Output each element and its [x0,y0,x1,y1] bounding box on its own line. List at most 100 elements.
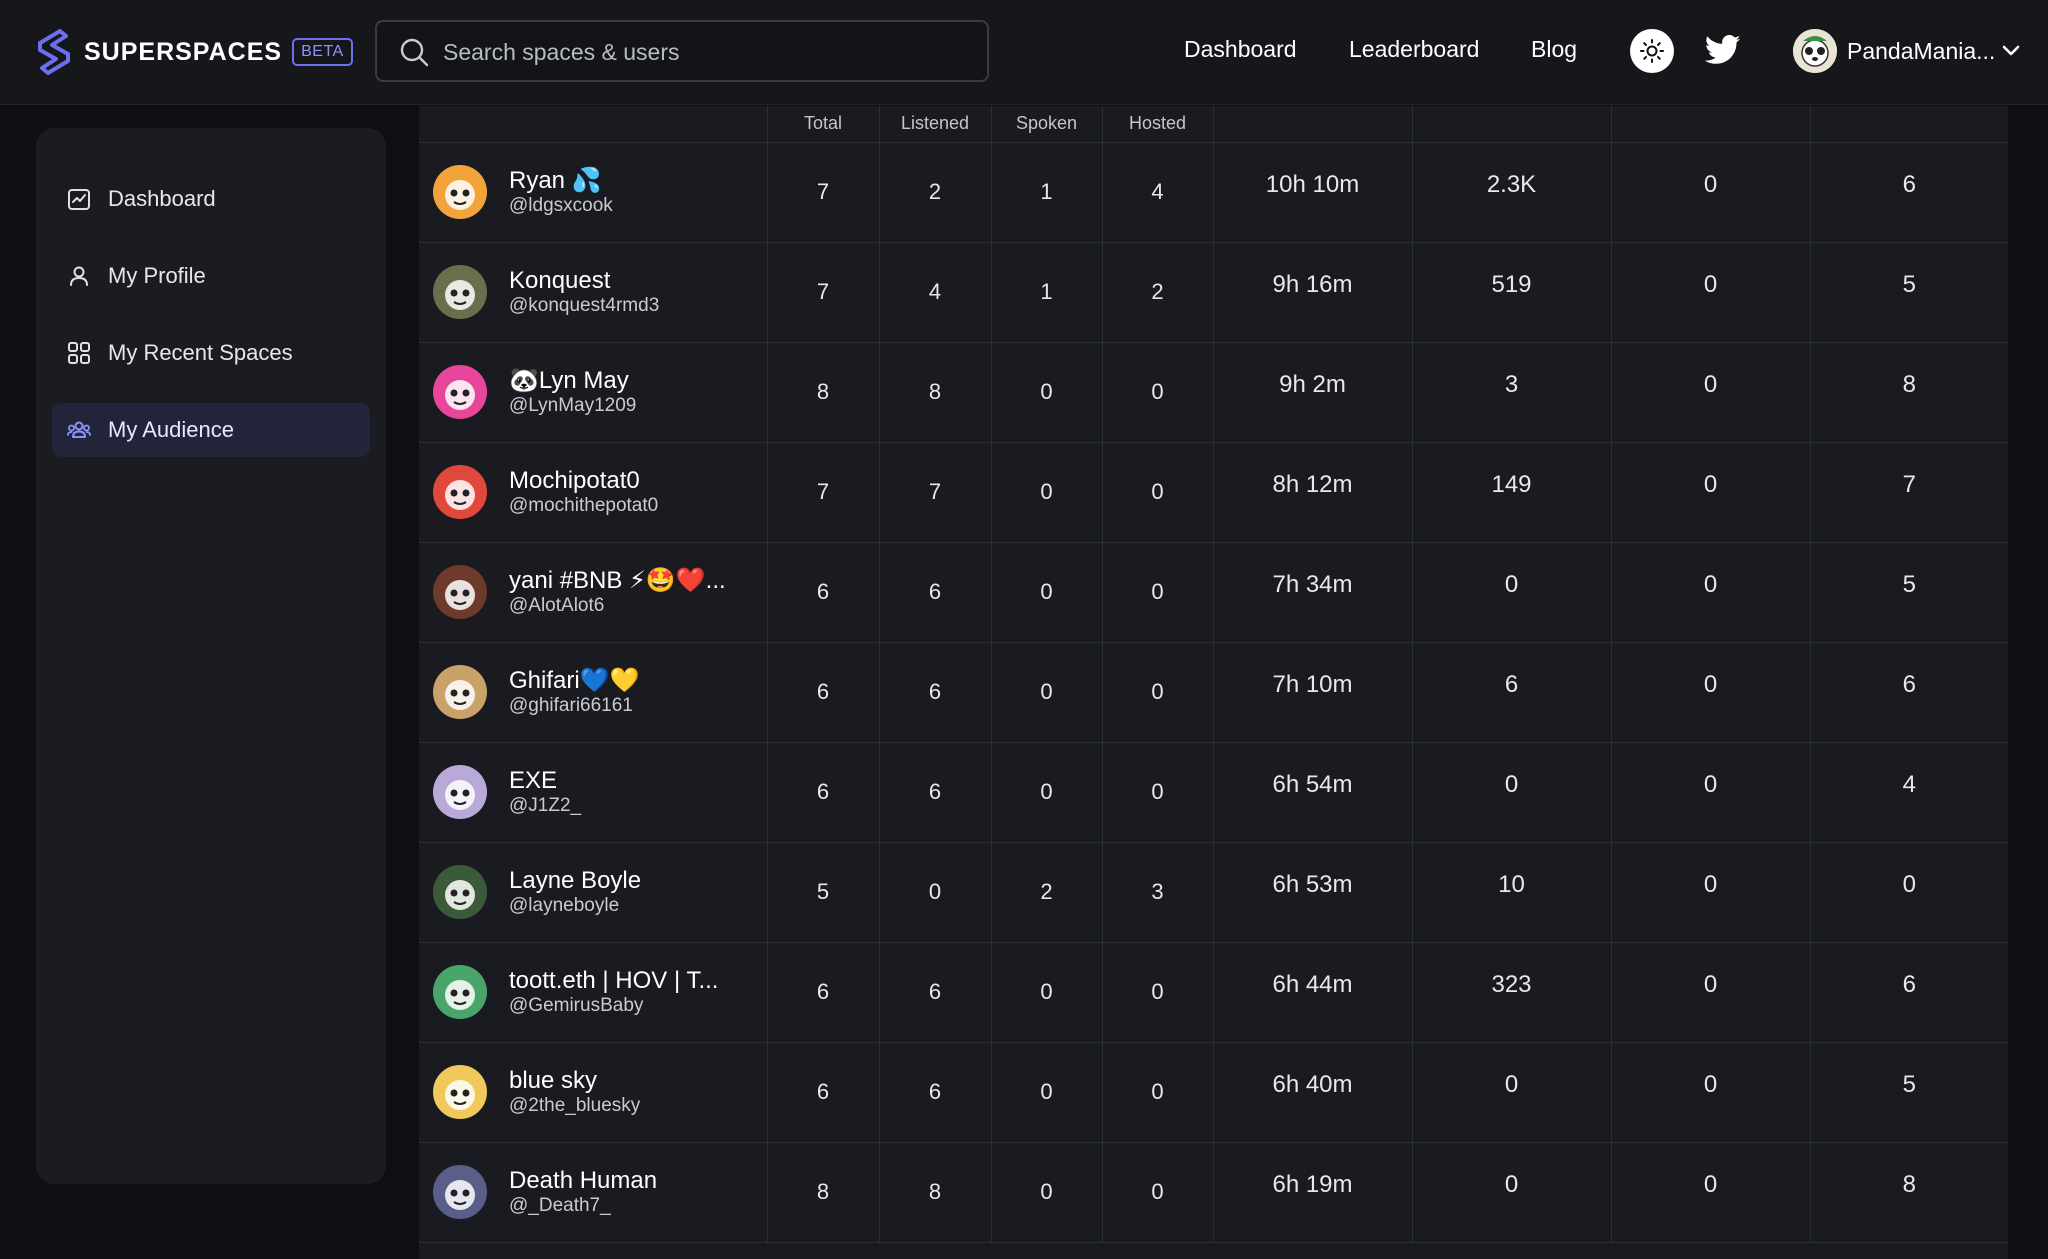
metric-3-value: 0 [1611,1042,1811,1143]
user-cell[interactable]: yani #BNB ⚡🤩❤️... @AlotAlot6 [419,542,768,643]
spoken-count: 1 [991,142,1103,243]
table-row[interactable]: toott.eth | HOV | T... @GemirusBaby 6 6 0 0 6h… [419,942,2008,1043]
sidebar-item-dashboard[interactable]: Dashboard [52,172,370,226]
sidebar-item-my-recent-spaces[interactable]: My Recent Spaces [52,326,370,380]
sidebar-item-my-audience[interactable]: My Audience [52,403,370,457]
table-row[interactable]: blue sky @2the_bluesky 6 6 0 0 6h 40m 0 0 5 [419,1042,2008,1143]
metric-3-value: 0 [1611,842,1811,943]
sidebar-item-label: My Audience [108,417,234,442]
user-display-name[interactable]: EXE [509,767,558,795]
user-display-name[interactable]: Layne Boyle [509,867,642,895]
user-display-name[interactable]: yani #BNB ⚡🤩❤️... [509,567,726,595]
column-header-hosted[interactable]: Hosted [1102,106,1214,143]
metric-2-value: 0 [1412,1142,1612,1243]
user-display-name[interactable]: Konquest [509,267,611,295]
user-info: 🐼Lyn May @LynMay1209 [433,365,767,419]
user-info: Konquest @konquest4rmd3 [433,265,767,319]
user-cell[interactable]: Death Human @_Death7_ [419,1142,768,1243]
avatar[interactable] [433,1065,487,1119]
total-count: 7 [767,242,880,343]
user-cell[interactable]: Ghifari💙💛 @ghifari66161 [419,642,768,743]
table-row[interactable]: Layne Boyle @layneboyle 5 0 2 3 6h 53m 10 0 0 [419,842,2008,943]
avatar[interactable] [433,665,487,719]
table-row[interactable]: EXE @J1Z2_ 6 6 0 0 6h 54m 0 0 4 [419,742,2008,843]
metric-4-value: 6 [1810,142,2008,243]
table-row[interactable]: Death Human @_Death7_ 8 8 0 0 6h 19m 0 0 8 [419,1142,2008,1243]
column-header-metric-3[interactable] [1611,106,1811,143]
metric-3-value: 0 [1611,542,1811,643]
user-info: Death Human @_Death7_ [433,1165,767,1219]
metric-2-value: 323 [1412,942,1612,1043]
metric-2-value: 0 [1412,742,1612,843]
user-display-name[interactable]: blue sky [509,1067,598,1095]
user-cell[interactable]: Konquest @konquest4rmd3 [419,242,768,343]
time-listened: 6h 54m [1213,742,1413,843]
metric-2-value: 0 [1412,542,1612,643]
column-header-metric-4[interactable] [1810,106,2008,143]
avatar[interactable] [433,765,487,819]
avatar[interactable] [433,865,487,919]
audience-table-container[interactable]: Total Listened Spoken Hosted Ryan 💦 @ldgs… [419,106,2008,1259]
column-header-total[interactable]: Total [767,106,880,143]
table-row[interactable]: Mochipotat0 @mochithepotat0 7 7 0 0 8h 12m 149 0… [419,442,2008,543]
sidebar: Dashboard My Profile My Recent Spaces My… [36,128,386,1184]
avatar[interactable] [433,465,487,519]
table-row[interactable]: yani #BNB ⚡🤩❤️... @AlotAlot6 6 6 0 0 7h 34m 0 0 5 [419,542,2008,643]
time-listened: 9h 2m [1213,342,1413,443]
nav-blog-link[interactable]: Blog [1531,36,1578,62]
avatar[interactable] [433,265,487,319]
twitter-icon[interactable] [1705,34,1741,66]
user-info: Mochipotat0 @mochithepotat0 [433,465,767,519]
nav-leaderboard-link[interactable]: Leaderboard [1349,36,1480,62]
avatar-image [445,1080,475,1110]
user-display-name[interactable]: Mochipotat0 [509,467,640,495]
metric-2-value: 6 [1412,642,1612,743]
column-header-listened[interactable]: Listened [879,106,992,143]
time-listened: 6h 19m [1213,1142,1413,1243]
user-cell[interactable]: Mochipotat0 @mochithepotat0 [419,442,768,543]
sidebar-item-my-profile[interactable]: My Profile [52,249,370,303]
avatar[interactable] [433,565,487,619]
avatar[interactable] [433,165,487,219]
user-cell[interactable]: Layne Boyle @layneboyle [419,842,768,943]
column-header-time[interactable] [1213,106,1413,143]
avatar-image [445,780,475,810]
user-display-name[interactable]: Death Human [509,1167,658,1195]
table-row[interactable]: Konquest @konquest4rmd3 7 4 1 2 9h 16m 519 0 5 [419,242,2008,343]
user-cell[interactable]: blue sky @2the_bluesky [419,1042,768,1143]
user-display-name[interactable]: 🐼Lyn May [509,367,629,395]
sun-icon [1640,39,1664,63]
spoken-count: 1 [991,242,1103,343]
user-display-name[interactable]: Ghifari💙💛 [509,667,640,695]
avatar-image [445,880,475,910]
table-row[interactable]: Ryan 💦 @ldgsxcook 7 2 1 4 10h 10m 2.3K 0 6 [419,142,2008,243]
table-row[interactable]: 🐼Lyn May @LynMay1209 8 8 0 0 9h 2m 3 0 8 [419,342,2008,443]
hosted-count: 4 [1102,142,1214,243]
logo[interactable]: SUPERSPACES BETA [34,28,353,76]
avatar[interactable] [433,365,487,419]
column-header-spoken[interactable]: Spoken [991,106,1103,143]
avatar[interactable] [433,1165,487,1219]
user-display-name[interactable]: Ryan 💦 [509,167,602,195]
avatar-image [445,180,475,210]
user-handle: @AlotAlot6 [509,594,605,616]
user-cell[interactable]: Ryan 💦 @ldgsxcook [419,142,768,243]
sidebar-item-label: Dashboard [108,186,216,211]
theme-toggle-button[interactable] [1630,29,1674,73]
user-menu[interactable]: PandaMania... [1793,28,2021,74]
metric-4-value: 8 [1810,1142,2008,1243]
search-input[interactable] [443,32,973,72]
user-cell[interactable]: EXE @J1Z2_ [419,742,768,843]
user-cell[interactable]: 🐼Lyn May @LynMay1209 [419,342,768,443]
nav-dashboard-link[interactable]: Dashboard [1184,36,1297,62]
table-row[interactable]: Ghifari💙💛 @ghifari66161 6 6 0 0 7h 10m 6 0 6 [419,642,2008,743]
avatar[interactable] [433,965,487,1019]
search-box[interactable] [375,20,989,82]
user-display-name[interactable]: toott.eth | HOV | T... [509,967,719,995]
column-header-metric-2[interactable] [1412,106,1612,143]
hosted-count: 0 [1102,342,1214,443]
user-info: blue sky @2the_bluesky [433,1065,767,1119]
listened-count: 2 [879,142,992,243]
metric-4-value: 5 [1810,1042,2008,1143]
user-cell[interactable]: toott.eth | HOV | T... @GemirusBaby [419,942,768,1043]
